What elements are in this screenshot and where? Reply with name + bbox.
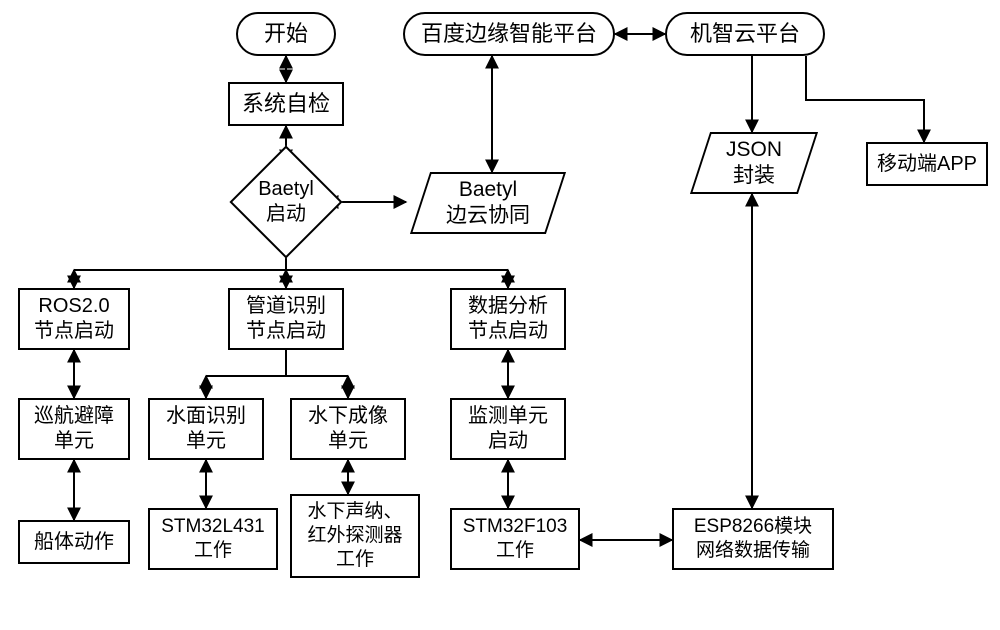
node-start: 开始 — [236, 12, 336, 56]
node-baetyl_start: Baetyl 启动 — [246, 162, 326, 242]
node-baetyl_edge: Baetyl 边云协同 — [420, 172, 556, 234]
node-esp8266: ESP8266模块 网络数据传输 — [672, 508, 834, 570]
node-json: JSON 封装 — [700, 132, 808, 194]
node-dataan: 数据分析 节点启动 — [450, 288, 566, 350]
edge-gizwits-app — [806, 56, 924, 142]
node-underimg: 水下成像 单元 — [290, 398, 406, 460]
node-pipe: 管道识别 节点启动 — [228, 288, 344, 350]
node-sonar: 水下声纳、 红外探测器 工作 — [290, 494, 420, 578]
node-baidu: 百度边缘智能平台 — [403, 12, 615, 56]
node-selfcheck: 系统自检 — [228, 82, 344, 126]
node-gizwits: 机智云平台 — [665, 12, 825, 56]
node-app: 移动端APP — [866, 142, 988, 186]
node-ros: ROS2.0 节点启动 — [18, 288, 130, 350]
node-stm32l431: STM32L431 工作 — [148, 508, 278, 570]
node-cruise: 巡航避障 单元 — [18, 398, 130, 460]
flowchart-canvas: 开始 百度边缘智能平台 机智云平台系统自检 Baetyl 启动 Baetyl 边云协同 J… — [0, 0, 1000, 630]
node-stm32f103: STM32F103 工作 — [450, 508, 580, 570]
node-surface: 水面识别 单元 — [148, 398, 264, 460]
node-monitor: 监测单元 启动 — [450, 398, 566, 460]
node-hull: 船体动作 — [18, 520, 130, 564]
